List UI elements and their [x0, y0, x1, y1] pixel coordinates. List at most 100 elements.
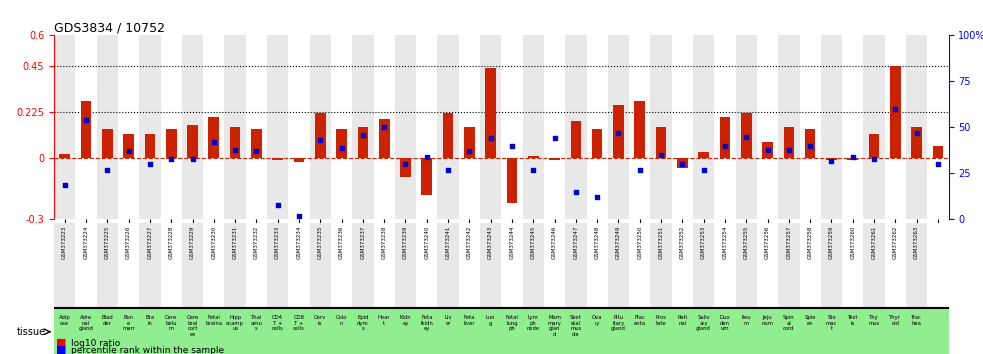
Text: GSM373261: GSM373261	[872, 225, 877, 259]
Point	[610, 130, 626, 136]
Text: Mam
mary
glan
d: Mam mary glan d	[548, 315, 561, 337]
Text: GSM373232: GSM373232	[254, 225, 259, 259]
Bar	[735, 308, 757, 354]
Bar	[331, 308, 352, 354]
Point	[504, 143, 520, 149]
Point	[313, 137, 328, 143]
Text: Colo
n: Colo n	[336, 315, 347, 326]
Bar	[459, 308, 480, 354]
Point	[696, 167, 712, 173]
Bar	[544, 35, 565, 219]
Bar	[613, 105, 624, 158]
Bar	[927, 223, 949, 308]
Bar	[523, 35, 544, 219]
Bar	[927, 308, 949, 354]
Text: GSM373240: GSM373240	[425, 225, 430, 259]
Text: Plac
enta: Plac enta	[634, 315, 646, 326]
Bar	[715, 223, 735, 308]
Bar	[565, 35, 587, 219]
Text: CD8
T +
cells: CD8 T + cells	[293, 315, 305, 331]
Point	[205, 139, 221, 145]
Text: Adre
nal
gland: Adre nal gland	[79, 315, 93, 331]
Bar	[54, 308, 76, 354]
Text: Adip
ose: Adip ose	[59, 315, 71, 326]
Text: Hipp
ocamp
us: Hipp ocamp us	[226, 315, 244, 331]
Text: log10 ratio: log10 ratio	[71, 339, 120, 348]
Bar	[480, 223, 501, 308]
Bar	[757, 223, 779, 308]
Point	[57, 182, 73, 187]
Bar	[799, 35, 821, 219]
Bar	[81, 101, 91, 158]
Bar	[246, 223, 267, 308]
Bar	[651, 308, 671, 354]
Text: tissue: tissue	[17, 327, 45, 337]
Bar	[501, 223, 523, 308]
Text: GSM373257: GSM373257	[786, 225, 791, 259]
Bar	[885, 308, 906, 354]
Bar	[208, 117, 219, 158]
Bar	[160, 223, 182, 308]
Bar	[693, 223, 715, 308]
Bar	[374, 223, 395, 308]
Bar	[416, 35, 437, 219]
Bar	[395, 35, 416, 219]
Bar	[863, 35, 885, 219]
Point	[291, 213, 307, 219]
Bar	[294, 158, 305, 162]
Point	[866, 156, 882, 161]
Text: Cere
bral
cort
ex: Cere bral cort ex	[187, 315, 199, 337]
Bar	[779, 35, 799, 219]
Bar	[805, 130, 816, 158]
Bar	[656, 127, 666, 158]
Bar	[480, 35, 501, 219]
Text: GSM373263: GSM373263	[914, 225, 919, 259]
Bar	[352, 223, 374, 308]
Bar	[145, 133, 155, 158]
Bar	[863, 308, 885, 354]
Bar	[501, 308, 523, 354]
Point	[249, 149, 264, 154]
Point	[440, 167, 456, 173]
Bar	[187, 125, 198, 158]
Text: Saliv
ary
gland: Saliv ary gland	[696, 315, 711, 331]
Bar	[799, 308, 821, 354]
Bar	[592, 130, 603, 158]
Text: GSM373253: GSM373253	[701, 225, 706, 259]
Text: GSM373230: GSM373230	[211, 225, 216, 259]
Text: Thyr
oid: Thyr oid	[890, 315, 901, 326]
Bar	[123, 133, 134, 158]
Bar	[166, 130, 177, 158]
Bar	[267, 308, 288, 354]
Bar	[671, 223, 693, 308]
Text: GSM373252: GSM373252	[680, 225, 685, 259]
Point	[547, 136, 562, 141]
Bar	[395, 308, 416, 354]
Bar	[607, 35, 629, 219]
Bar	[336, 130, 347, 158]
Point	[461, 149, 477, 154]
Bar	[486, 68, 496, 158]
Text: Jeju
num: Jeju num	[762, 315, 774, 326]
Bar	[224, 308, 246, 354]
Bar	[160, 35, 182, 219]
Point	[908, 130, 924, 136]
Text: GSM373235: GSM373235	[318, 225, 322, 259]
Bar	[182, 223, 203, 308]
Bar	[288, 223, 310, 308]
Point	[653, 152, 668, 158]
Bar	[160, 308, 182, 354]
Text: Test
is: Test is	[847, 315, 858, 326]
Text: GSM373227: GSM373227	[147, 225, 152, 259]
Point	[99, 167, 115, 173]
Bar	[847, 158, 858, 160]
Text: Ileu
m: Ileu m	[741, 315, 751, 326]
Text: GSM373251: GSM373251	[659, 225, 664, 259]
Text: Sple
en: Sple en	[804, 315, 816, 326]
Bar	[203, 223, 224, 308]
Point	[333, 145, 350, 150]
Text: GSM373242: GSM373242	[467, 225, 472, 259]
Bar	[842, 308, 863, 354]
Bar	[76, 35, 96, 219]
Bar	[607, 223, 629, 308]
